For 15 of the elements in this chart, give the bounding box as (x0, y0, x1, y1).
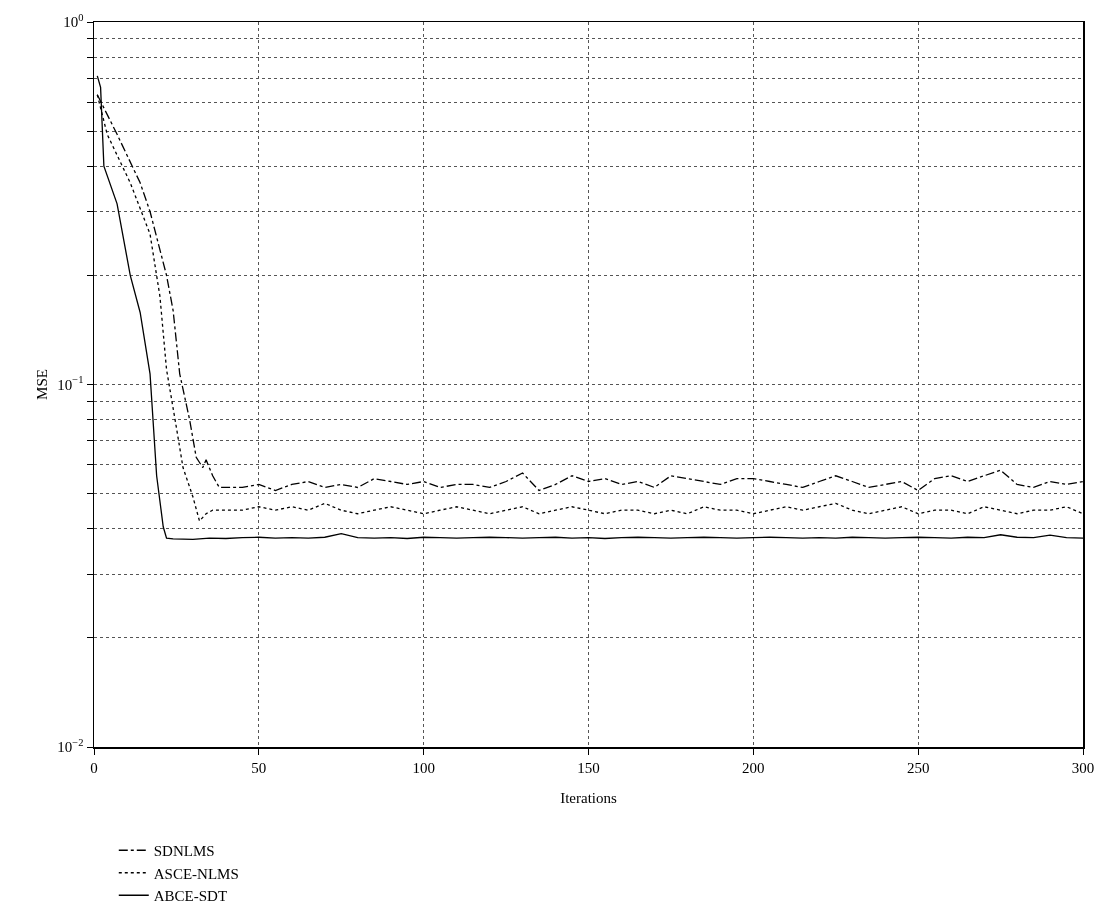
y-tick-label: 10$^{−1}$ (57, 374, 84, 393)
y-axis-title: MSE (33, 369, 50, 400)
y-tick-label: 10$^{0}$ (63, 11, 84, 31)
x-tick-label: 150 (577, 759, 600, 776)
legend-label: ASCE-NLMS (153, 865, 239, 882)
y-tick-label: 10$^{−2}$ (57, 736, 84, 756)
x-tick-label: 250 (906, 759, 930, 776)
x-tick-label: 200 (742, 759, 765, 776)
x-axis-title: Iterations (560, 789, 617, 806)
x-tick-label: 0 (90, 759, 98, 776)
legend-label: ABCE-SDT (153, 888, 228, 905)
x-tick-label: 100 (412, 759, 435, 776)
legend-label: SDNLMS (153, 843, 215, 860)
x-tick-label: 50 (251, 759, 267, 776)
x-tick-label: 300 (1071, 759, 1095, 776)
